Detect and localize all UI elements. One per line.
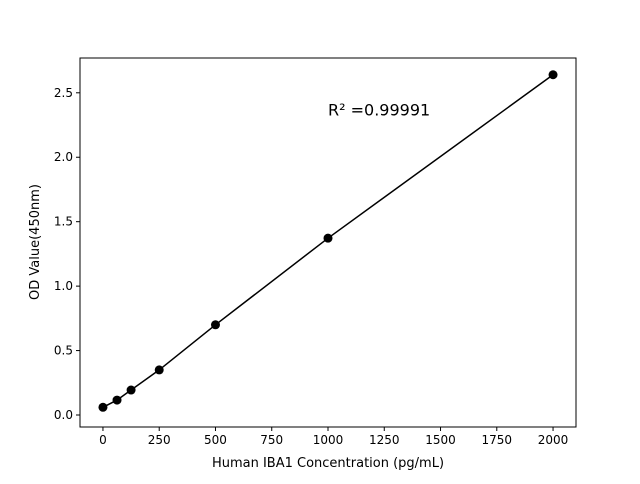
x-tick-label: 1250	[369, 433, 400, 447]
x-tick-label: 250	[148, 433, 171, 447]
data-point	[210, 320, 220, 330]
x-tick-label: 500	[204, 433, 227, 447]
data-point	[126, 385, 136, 395]
x-axis-label: Human IBA1 Concentration (pg/mL)	[212, 456, 444, 471]
r-squared-annotation: R² =0.99991	[328, 101, 430, 120]
x-tick-label: 0	[99, 433, 107, 447]
y-tick-label: 1.5	[54, 215, 73, 229]
data-point	[112, 395, 122, 405]
y-tick-label: 2.5	[54, 86, 73, 100]
data-point	[98, 402, 108, 412]
y-tick-label: 0.0	[54, 408, 73, 422]
data-point	[548, 70, 558, 80]
data-point	[154, 365, 164, 375]
y-axis-label: OD Value(450nm)	[28, 184, 43, 300]
x-tick-label: 750	[260, 433, 283, 447]
x-tick-label: 1000	[313, 433, 344, 447]
x-tick-label: 2000	[538, 433, 569, 447]
y-tick-label: 2.0	[54, 150, 73, 164]
y-tick-label: 0.5	[54, 344, 73, 358]
x-tick-label: 1750	[482, 433, 513, 447]
y-tick-label: 1.0	[54, 279, 73, 293]
x-tick-label: 1500	[425, 433, 456, 447]
data-point	[323, 233, 333, 243]
